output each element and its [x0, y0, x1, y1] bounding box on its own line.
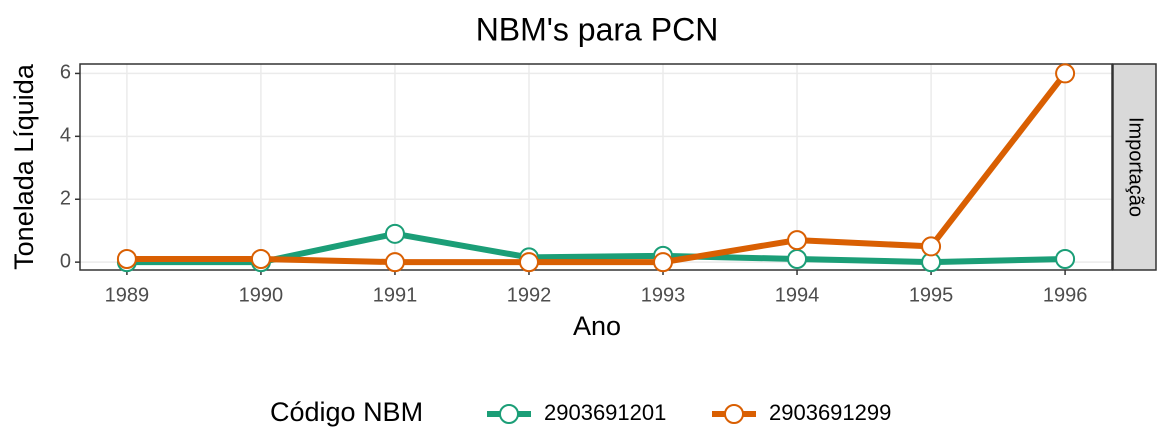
chart-title: NBM's para PCN	[476, 11, 719, 47]
x-tick-label: 1991	[373, 284, 418, 306]
legend-key-point	[724, 404, 744, 424]
facet-label: Importação	[1125, 117, 1147, 217]
y-axis-label: Tonelada Líquida	[9, 63, 39, 270]
point	[921, 236, 942, 257]
point	[653, 252, 674, 273]
point	[1055, 248, 1076, 269]
x-tick-label: 1995	[909, 284, 954, 306]
x-tick-label: 1990	[239, 284, 284, 306]
x-tick-label: 1994	[775, 284, 820, 306]
x-axis-label: Ano	[573, 311, 621, 341]
y-tick-label: 4	[60, 125, 71, 147]
point	[787, 230, 808, 251]
x-tick-label: 1992	[507, 284, 552, 306]
legend-label: 2903691299	[769, 400, 891, 425]
point	[250, 248, 271, 269]
point	[384, 252, 405, 273]
legend-key-point	[499, 404, 519, 424]
point	[384, 223, 405, 244]
x-tick-label: 1996	[1043, 284, 1088, 306]
x-tick-label: 1989	[105, 284, 150, 306]
point	[1055, 63, 1076, 84]
legend-label: 2903691201	[544, 400, 666, 425]
series-line	[126, 71, 1068, 266]
point	[787, 248, 808, 269]
legend-title: Código NBM	[270, 397, 423, 427]
point	[518, 252, 539, 273]
x-tick-label: 1993	[641, 284, 686, 306]
y-tick-label: 6	[60, 62, 71, 84]
panel	[80, 64, 1112, 270]
y-tick-label: 2	[60, 188, 71, 210]
y-tick-label: 0	[60, 250, 71, 272]
facet-strip	[1112, 63, 1157, 271]
point	[116, 248, 137, 269]
panel-border	[79, 63, 1113, 271]
